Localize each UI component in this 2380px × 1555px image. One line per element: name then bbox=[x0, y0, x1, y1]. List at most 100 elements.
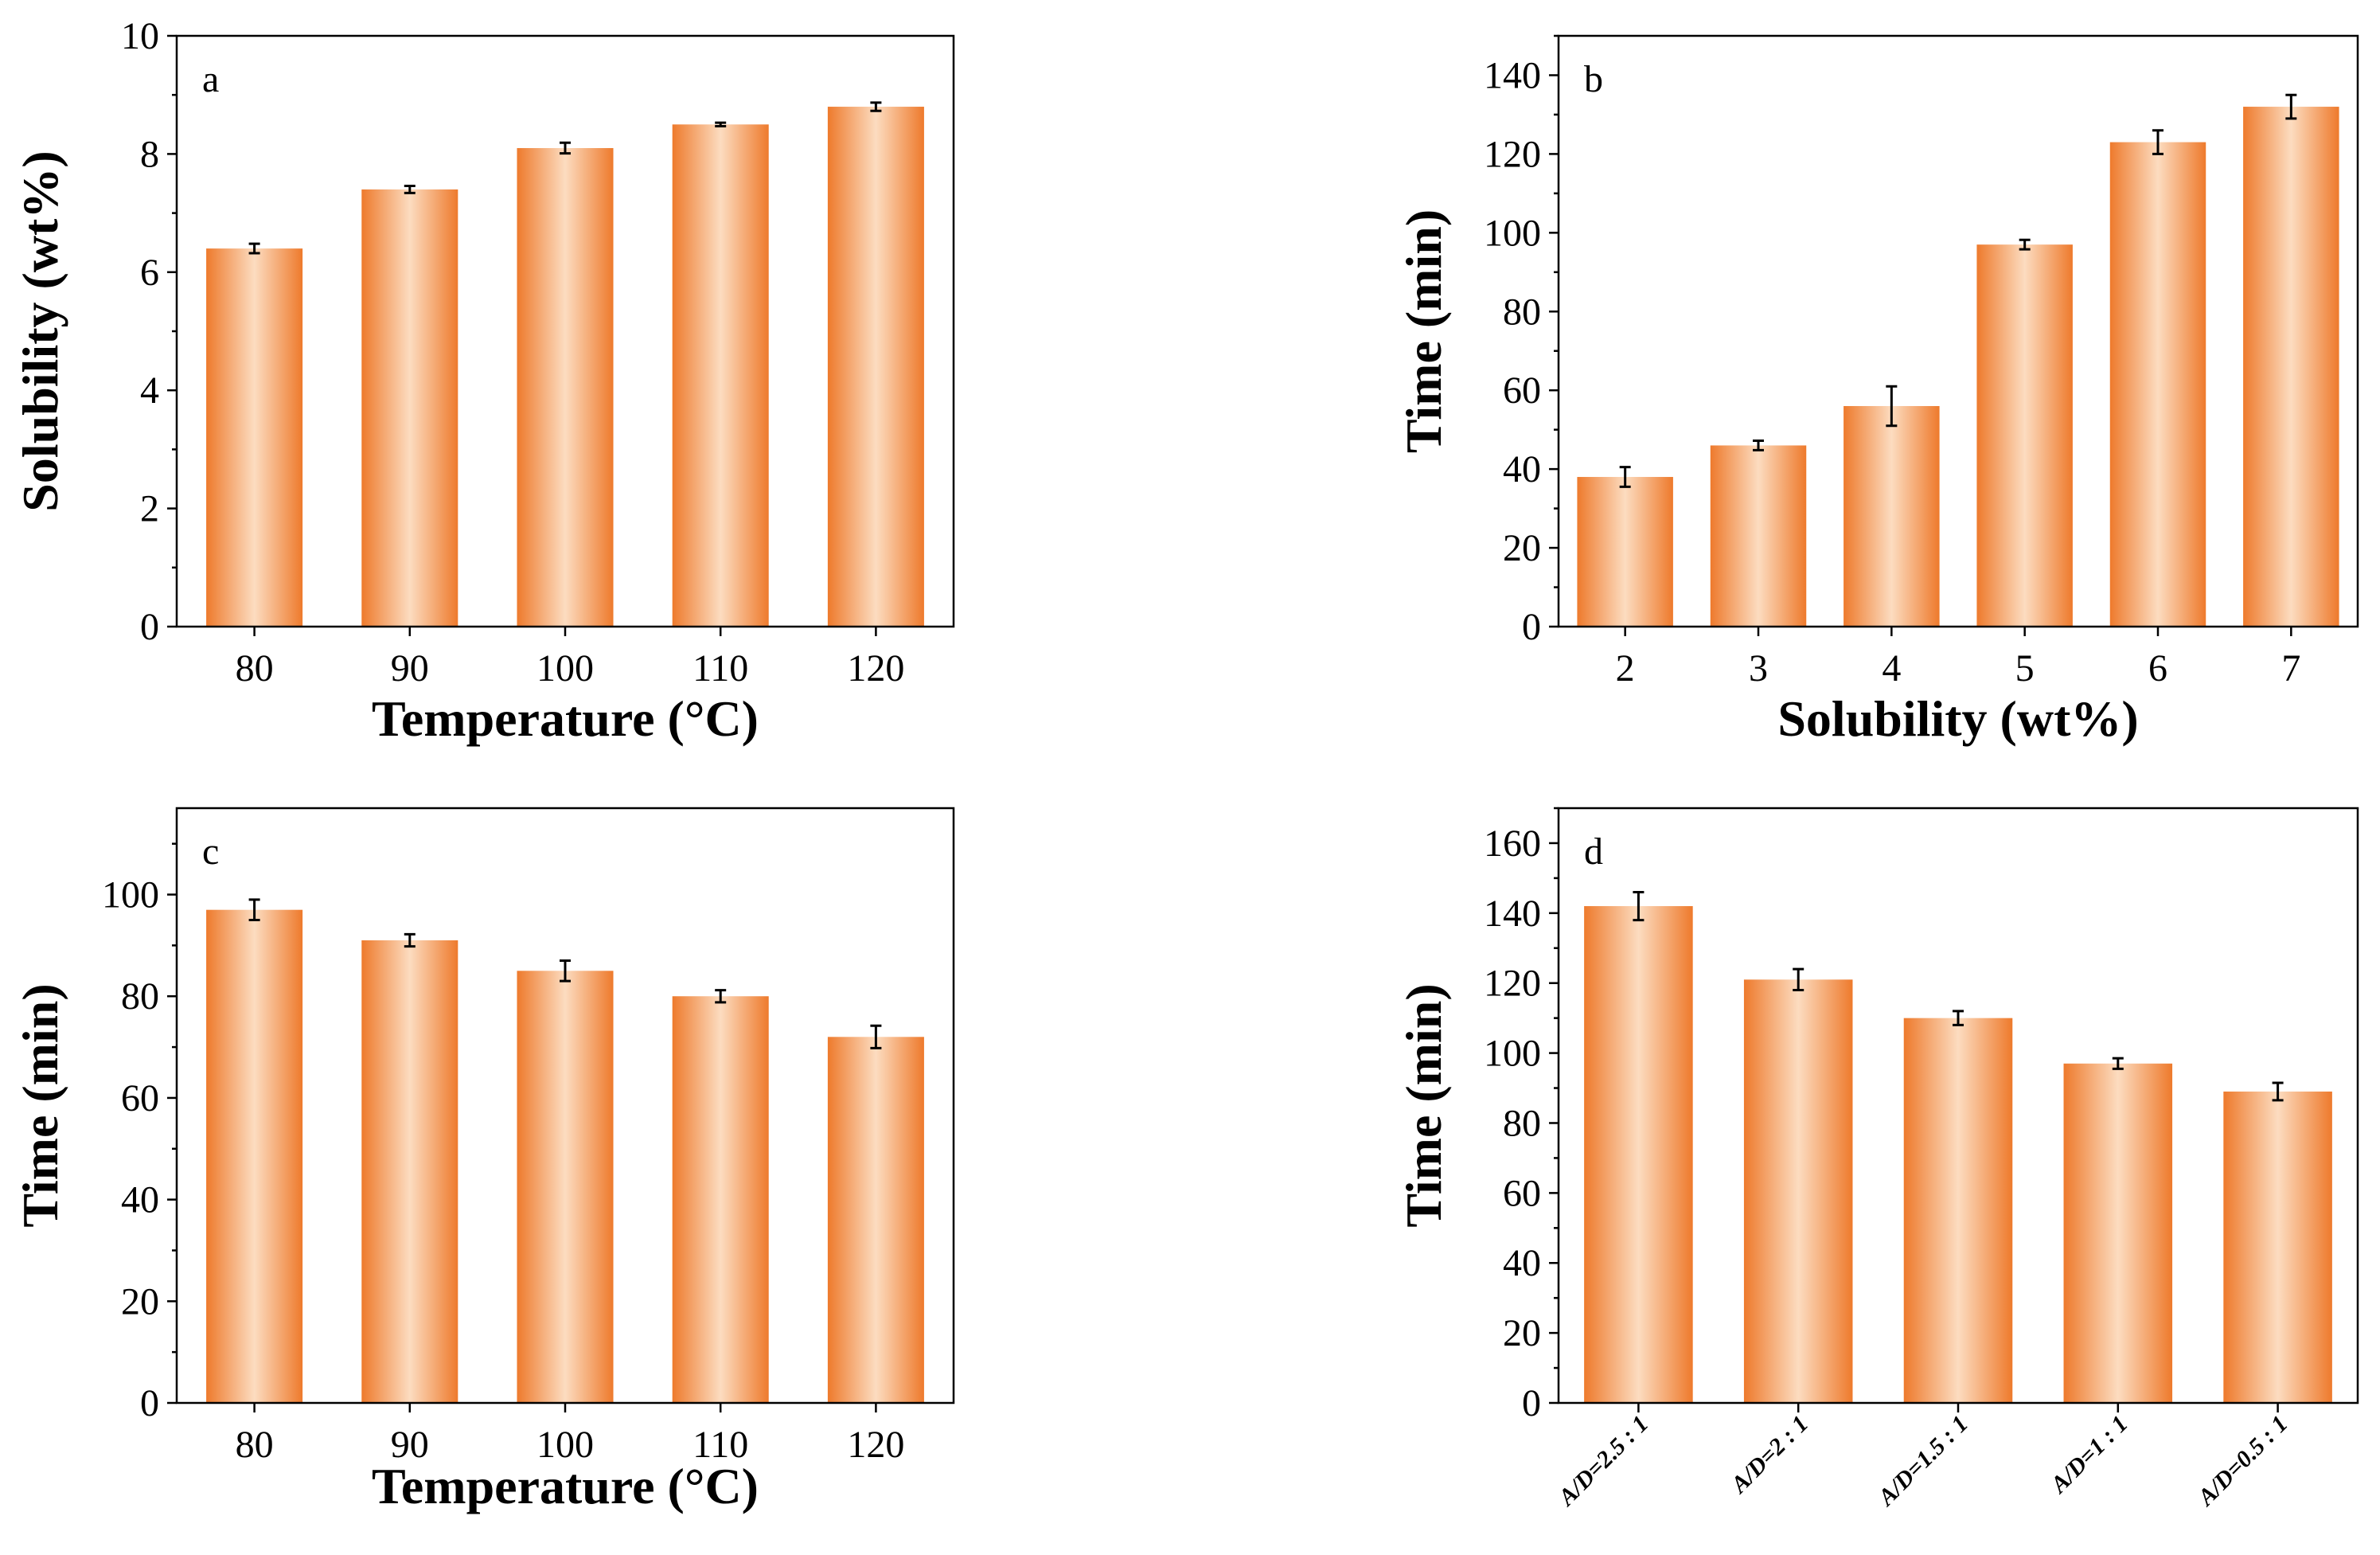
y-tick-label: 120 bbox=[1484, 133, 1541, 175]
chart-panel-b: 0 20 40 60 80 100 120 140 2 3 4 5 6 7 b Solubility (wt%… bbox=[1395, 34, 2359, 747]
y-tick-label: 0 bbox=[140, 1382, 159, 1424]
error-bar bbox=[560, 959, 571, 983]
y-tick-label: 20 bbox=[1503, 1312, 1541, 1354]
error-bar bbox=[1619, 466, 1631, 488]
y-tick-label: 20 bbox=[1503, 527, 1541, 569]
x-axis-title: Temperature (°C) bbox=[372, 690, 759, 747]
bar bbox=[517, 971, 614, 1403]
error-bar bbox=[1753, 440, 1764, 451]
error-bar bbox=[2112, 1057, 2124, 1070]
y-tick-label: 20 bbox=[121, 1280, 159, 1323]
x-tick-label: 3 bbox=[1749, 647, 1768, 690]
bar bbox=[1743, 979, 1853, 1403]
bar bbox=[206, 909, 303, 1403]
bar bbox=[1710, 445, 1807, 627]
bar bbox=[206, 248, 303, 627]
bar bbox=[2109, 142, 2206, 627]
error-bar bbox=[560, 141, 571, 155]
panel-letter: d bbox=[1584, 830, 1603, 873]
y-axis-title: Time (min) bbox=[12, 983, 68, 1227]
y-tick-label: 0 bbox=[140, 606, 159, 648]
bar bbox=[672, 124, 769, 627]
bar bbox=[1903, 1018, 2013, 1403]
bar bbox=[361, 940, 458, 1403]
error-bar bbox=[1886, 385, 1898, 428]
x-tick-label: 80 bbox=[236, 1424, 274, 1466]
panel-letter: b bbox=[1584, 58, 1603, 100]
x-tick-label: 90 bbox=[391, 647, 429, 690]
y-tick-label: 40 bbox=[1503, 448, 1541, 490]
x-tick-label: A/D=2.5 : 1 bbox=[1552, 1411, 1653, 1512]
x-tick-label: 110 bbox=[693, 1424, 748, 1466]
error-bar bbox=[248, 898, 260, 921]
x-tick-label: 100 bbox=[536, 1424, 594, 1466]
y-tick-label: 4 bbox=[140, 369, 159, 412]
error-bar bbox=[1633, 890, 1645, 922]
bar bbox=[672, 996, 769, 1403]
y-tick-label: 100 bbox=[1484, 212, 1541, 254]
y-axis-title: Time (min) bbox=[1395, 209, 1452, 453]
error-bar bbox=[404, 932, 416, 948]
error-bar bbox=[2272, 1081, 2284, 1102]
error-bar bbox=[1793, 967, 1805, 991]
plot-frame bbox=[1557, 34, 2359, 628]
x-tick-label: 2 bbox=[1616, 647, 1635, 690]
x-tick-label: A/D=2 : 1 bbox=[1725, 1411, 1813, 1499]
y-tick-label: 60 bbox=[121, 1077, 159, 1119]
x-tick-label: 120 bbox=[847, 1424, 904, 1466]
y-tick-label: 80 bbox=[121, 975, 159, 1018]
x-tick-label: A/D=1.5 : 1 bbox=[1872, 1411, 1973, 1512]
x-tick-label: 4 bbox=[1882, 647, 1901, 690]
error-bar bbox=[870, 101, 882, 112]
bar bbox=[1844, 405, 1940, 627]
x-tick-label: 120 bbox=[847, 647, 904, 690]
error-bar bbox=[715, 989, 727, 1004]
y-tick-label: 60 bbox=[1503, 369, 1541, 412]
error-bar bbox=[2019, 238, 2031, 251]
x-tick-label: 6 bbox=[2148, 647, 2167, 690]
bar bbox=[1584, 906, 1693, 1403]
y-tick-label: 0 bbox=[1522, 1382, 1541, 1424]
x-axis-title: Temperature (°C) bbox=[372, 1458, 759, 1514]
bar bbox=[2223, 1091, 2332, 1403]
y-tick-label: 100 bbox=[1484, 1033, 1541, 1075]
bar bbox=[361, 189, 458, 627]
y-tick-label: 140 bbox=[1484, 893, 1541, 935]
y-tick-label: 100 bbox=[102, 874, 159, 916]
error-bar bbox=[715, 121, 727, 128]
y-axis-title: Time (min) bbox=[1395, 983, 1452, 1227]
chart-panel-d: 0 20 40 60 80 100 120 140 160 A/D=2.5 : 1 A/D=2 : … bbox=[1395, 807, 2359, 1512]
x-tick-label: 90 bbox=[391, 1424, 429, 1466]
bar bbox=[2063, 1063, 2173, 1403]
y-tick-label: 80 bbox=[1503, 1102, 1541, 1144]
y-tick-label: 40 bbox=[1503, 1242, 1541, 1284]
y-tick-label: 0 bbox=[1522, 606, 1541, 648]
chart-panel-a: 0 2 4 6 8 10 80 90 100 110 120 a Temperature (°C) Sol… bbox=[12, 15, 955, 747]
error-bar bbox=[2152, 129, 2163, 155]
bar bbox=[2243, 107, 2339, 627]
x-tick-label: A/D=1 : 1 bbox=[2045, 1411, 2133, 1499]
chart-panel-c: 0 20 40 60 80 100 80 90 100 110 120 c Temperature (°… bbox=[12, 807, 955, 1514]
error-bar bbox=[404, 184, 416, 194]
x-tick-label: A/D=0.5 : 1 bbox=[2192, 1411, 2293, 1512]
bar bbox=[1976, 244, 2073, 627]
panel-letter: c bbox=[202, 830, 219, 873]
x-tick-label: 110 bbox=[693, 647, 748, 690]
bar bbox=[827, 107, 924, 627]
error-bar bbox=[248, 242, 260, 255]
bar bbox=[1577, 477, 1673, 627]
y-tick-label: 8 bbox=[140, 133, 159, 175]
error-bar bbox=[1953, 1010, 1964, 1026]
y-axis-title: Solubility (wt%) bbox=[12, 150, 68, 511]
panel-letter: a bbox=[202, 58, 219, 100]
bar bbox=[517, 147, 614, 627]
y-tick-label: 120 bbox=[1484, 963, 1541, 1005]
y-tick-label: 80 bbox=[1503, 291, 1541, 333]
bar bbox=[827, 1037, 924, 1403]
x-tick-label: 7 bbox=[2281, 647, 2300, 690]
y-tick-label: 10 bbox=[121, 15, 159, 57]
y-tick-label: 160 bbox=[1484, 822, 1541, 865]
x-tick-label: 100 bbox=[536, 647, 594, 690]
error-bar bbox=[2285, 93, 2297, 120]
